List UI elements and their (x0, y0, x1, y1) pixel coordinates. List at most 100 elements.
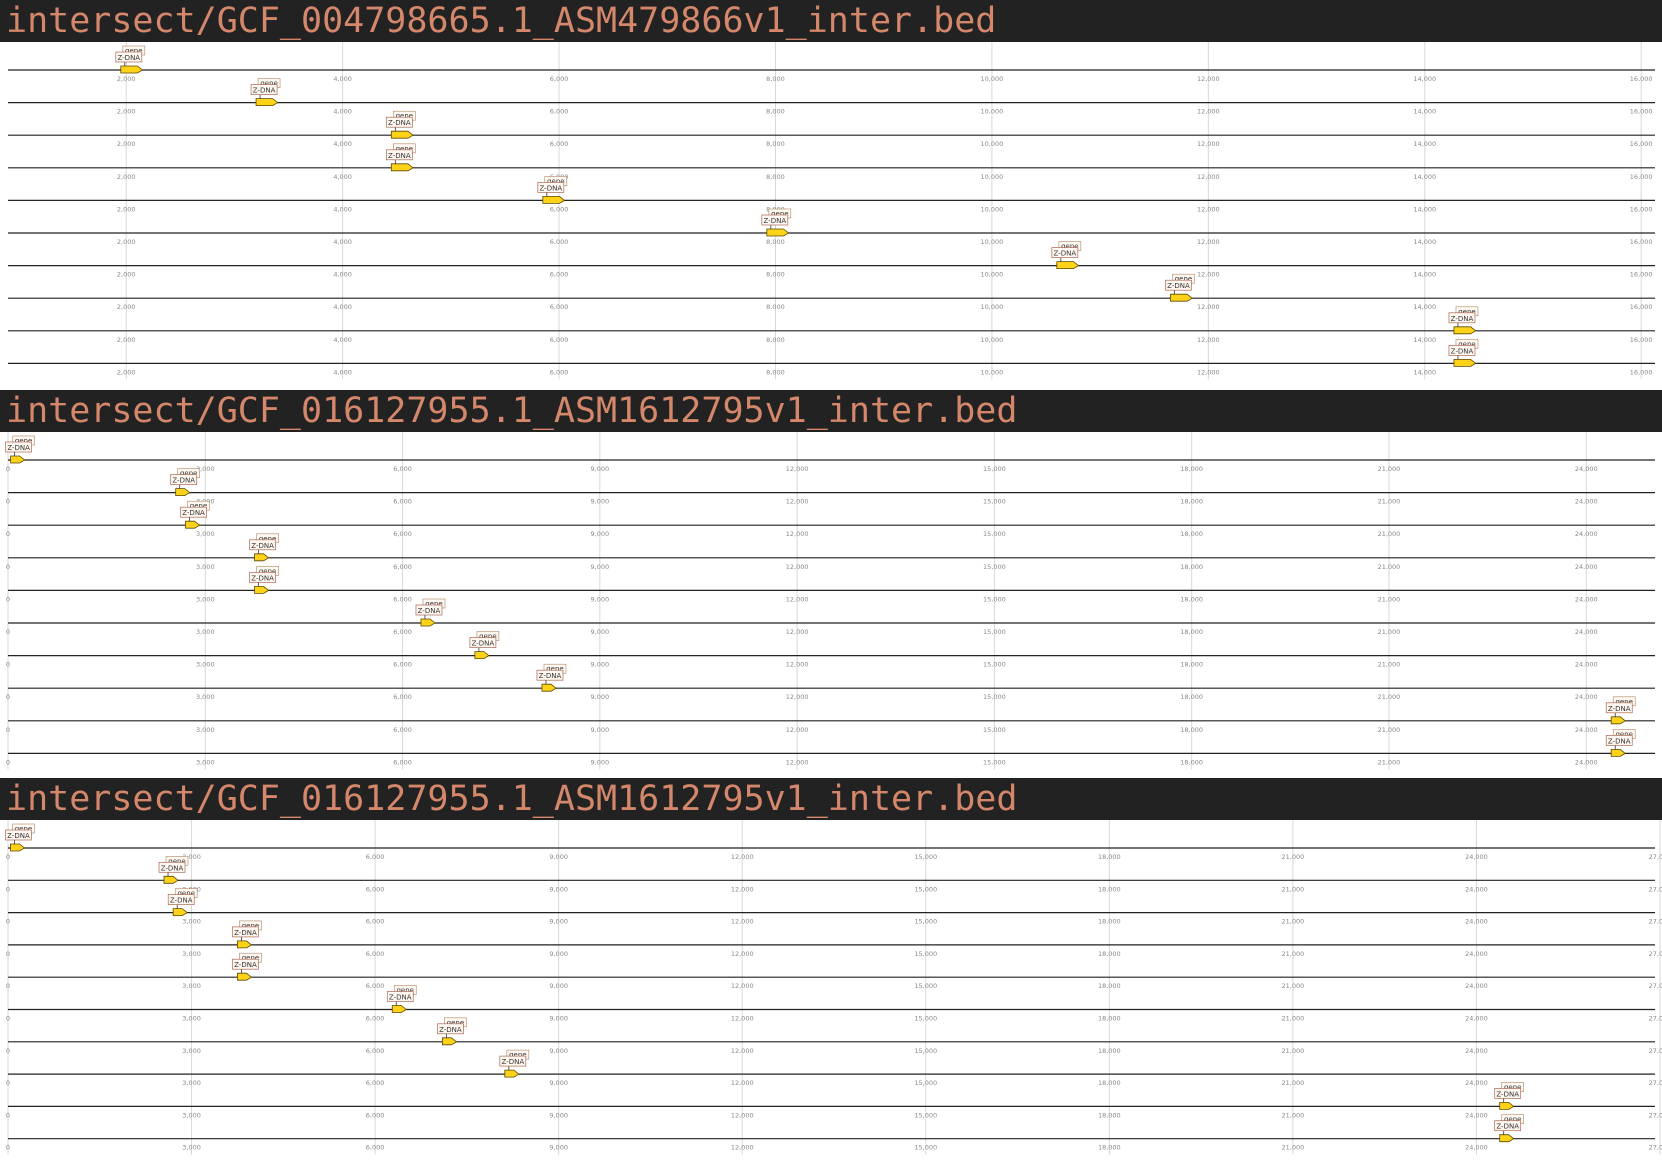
tick-label: 2,000 (117, 108, 136, 116)
feature-arrow[interactable] (237, 972, 253, 981)
tick-label: 12,000 (1197, 271, 1220, 279)
tick-label: 21,000 (1282, 1079, 1305, 1087)
gene-label: gene (177, 890, 195, 898)
feature-arrow[interactable] (390, 130, 414, 139)
gene-label: gene (1175, 275, 1193, 283)
tick-label: 3,000 (182, 853, 201, 861)
zdna-label-box (1051, 247, 1079, 258)
tick-label: 10,000 (981, 108, 1004, 116)
track: 0 3,000 6,000 9,000 12,000 15,000 18,000 21,000… (6, 1049, 1662, 1087)
feature-arrow[interactable] (1499, 1101, 1515, 1110)
gene-label: gene (546, 665, 564, 673)
feature-arrow[interactable] (10, 455, 26, 464)
feature-arrow[interactable] (420, 618, 436, 627)
feature-arrow[interactable] (1610, 748, 1626, 757)
tick-label: 12,000 (1197, 303, 1220, 311)
tick-label: 18,000 (1098, 853, 1121, 861)
tick-label: 6,000 (550, 238, 569, 246)
feature-arrow[interactable] (541, 683, 557, 692)
feature-arrow[interactable] (10, 843, 26, 852)
feature-arrow[interactable] (254, 585, 270, 594)
tick-label: 15,000 (914, 1047, 937, 1055)
tick-label: 24,000 (1575, 628, 1598, 636)
feature-arrow[interactable] (237, 940, 253, 949)
tick-label: 3,000 (196, 628, 215, 636)
feature-arrow[interactable] (172, 908, 188, 916)
feature-arrow[interactable] (504, 1069, 520, 1078)
zdna-label: Z-DNA (540, 184, 563, 192)
zdna-label-box (385, 116, 413, 128)
tick-label: 10,000 (981, 336, 1004, 344)
feature-arrow[interactable] (175, 488, 191, 496)
tick-label: 21,000 (1282, 1111, 1305, 1119)
track: 0 3,000 6,000 9,000 12,000 15,000 18,000 21,000… (5, 435, 1655, 473)
zdna-label: Z-DNA (764, 217, 787, 225)
feature-arrow[interactable] (185, 520, 201, 529)
tick-label: 21,000 (1378, 661, 1401, 669)
track: 0 3,000 6,000 9,000 12,000 15,000 18,000 21,000… (6, 696, 1655, 734)
tick-label: 10,000 (981, 271, 1004, 279)
tick-label: 6,000 (393, 498, 412, 506)
tick-label: 14,000 (1413, 205, 1436, 213)
tick-label: 3,000 (182, 1015, 201, 1023)
tick-label: 12,000 (731, 853, 754, 861)
track: 0 3,000 6,000 9,000 12,000 15,000 18,000 21,000… (6, 1114, 1662, 1152)
zdna-label: Z-DNA (251, 574, 274, 582)
tick-label: 2,000 (117, 140, 136, 148)
tick-label: 18,000 (1180, 563, 1203, 571)
tick-label: 0 (6, 1015, 10, 1023)
tick-label: 24,000 (1575, 661, 1598, 669)
feature-arrow[interactable] (442, 1037, 458, 1046)
tick-label: 21,000 (1282, 950, 1305, 958)
tick-label: 6,000 (550, 368, 569, 376)
tick-label: 6,000 (550, 205, 569, 213)
feature-arrow[interactable] (1056, 261, 1080, 270)
tick-label: 6,000 (366, 1144, 385, 1152)
feature-arrow[interactable] (254, 553, 270, 562)
tick-label: 15,000 (983, 693, 1006, 701)
tick-label: 12,000 (731, 1144, 754, 1152)
zdna-label: Z-DNA (1451, 347, 1474, 355)
tick-label: 14,000 (1413, 108, 1436, 116)
tick-label: 6,000 (366, 1047, 385, 1055)
tick-label: 10,000 (981, 368, 1004, 376)
feature-arrow[interactable] (1453, 326, 1477, 335)
tick-label: 12,000 (786, 628, 809, 636)
feature-arrow[interactable] (120, 65, 144, 74)
zdna-label-box (1605, 735, 1633, 746)
gene-label: gene (1615, 730, 1633, 738)
feature-arrow[interactable] (1453, 358, 1477, 367)
track-area: 0 3,000 6,000 9,000 12,000 15,000 18,000 21,000… (0, 820, 1662, 1164)
feature-arrow[interactable] (1170, 293, 1193, 302)
tick-label: 27,000 (1649, 853, 1662, 861)
tick-label: 24,000 (1465, 853, 1488, 861)
zdna-label: Z-DNA (472, 640, 495, 648)
zdna-label-box (1494, 1088, 1522, 1099)
feature-arrow[interactable] (390, 163, 414, 172)
zdna-label: Z-DNA (1608, 705, 1631, 713)
zdna-label-box (232, 958, 259, 970)
tick-label: 18,000 (1098, 1111, 1121, 1119)
feature-arrow[interactable] (542, 195, 566, 204)
tick-label: 15,000 (914, 1015, 937, 1023)
feature-arrow[interactable] (391, 1005, 407, 1013)
feature-arrow[interactable] (474, 651, 490, 660)
tick-label: 27,000 (1649, 885, 1662, 893)
zdna-label: Z-DNA (253, 87, 276, 95)
tick-label: 21,000 (1378, 758, 1401, 766)
gene-label: gene (396, 112, 414, 120)
tick-label: 6,000 (366, 885, 385, 893)
zdna-label: Z-DNA (7, 832, 30, 840)
feature-arrow[interactable] (1499, 1134, 1515, 1143)
feature-arrow[interactable] (1610, 716, 1626, 725)
feature-arrow[interactable] (163, 875, 179, 884)
feature-arrow[interactable] (766, 228, 790, 237)
tick-label: 6,000 (550, 271, 569, 279)
feature-arrow[interactable] (255, 98, 279, 106)
tick-label: 27,000 (1649, 1111, 1662, 1119)
tick-label: 21,000 (1378, 726, 1401, 734)
tick-label: 9,000 (549, 853, 568, 861)
tick-label: 2,000 (117, 75, 136, 83)
track: 0 3,000 6,000 9,000 12,000 15,000 18,000 21,000… (6, 631, 1655, 669)
tick-label: 21,000 (1282, 1015, 1305, 1023)
